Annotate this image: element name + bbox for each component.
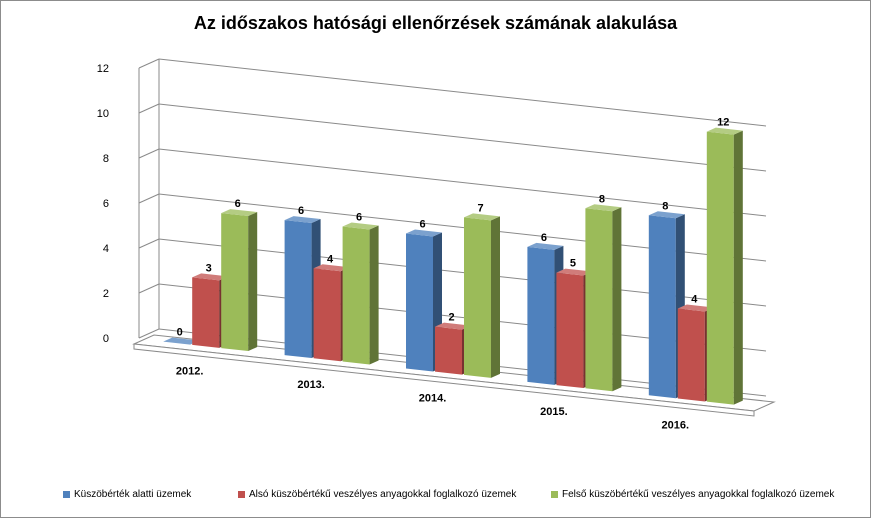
- gridline-side: [138, 283, 160, 294]
- data-label: 6: [356, 211, 362, 223]
- bar-front: [706, 131, 734, 405]
- gridline: [158, 148, 767, 217]
- legend-label: Küszöbérték alatti üzemek: [74, 489, 192, 500]
- bar-top: [221, 209, 258, 217]
- data-label: 6: [541, 232, 547, 244]
- gridline-side: [138, 193, 160, 204]
- bar-side: [248, 212, 258, 352]
- bar-front: [585, 208, 613, 392]
- y-tick-label: 4: [103, 243, 109, 255]
- data-label: 2: [448, 312, 454, 324]
- data-label: 8: [599, 193, 605, 205]
- data-label: 3: [206, 262, 212, 274]
- gridline-side: [138, 328, 160, 339]
- data-label: 7: [477, 202, 483, 214]
- bar-top: [284, 216, 321, 224]
- bar-top: [464, 213, 500, 221]
- chart-title: Az időszakos hatósági ellenőrzések számá…: [193, 13, 678, 33]
- bar-side: [612, 207, 622, 392]
- bar-top: [556, 268, 593, 276]
- x-tick-label: 2014.: [419, 393, 447, 405]
- y-tick-label: 0: [103, 333, 109, 345]
- bar: [585, 204, 622, 392]
- bar-front: [284, 220, 312, 359]
- bar: [221, 209, 258, 352]
- gridline-side: [138, 238, 160, 249]
- data-label: 4: [327, 253, 334, 265]
- chart-legend: Küszöbérték alatti üzemek Alsó küszöbérté…: [1, 487, 870, 507]
- data-label: 6: [419, 218, 425, 230]
- y-tick-label: 2: [103, 288, 109, 300]
- bar-front: [313, 268, 341, 362]
- legend-swatch: [63, 491, 70, 498]
- bar-top: [192, 273, 229, 281]
- gridline: [158, 58, 767, 127]
- bar-top: [163, 337, 200, 345]
- bar-side: [733, 130, 743, 405]
- data-label: 6: [235, 198, 241, 210]
- bar-front: [556, 272, 584, 389]
- bar-side: [491, 216, 500, 378]
- gridline-side: [138, 58, 160, 69]
- bar-top: [706, 127, 743, 135]
- bar-top: [585, 204, 622, 212]
- bar-front: [527, 246, 555, 385]
- legend-item: Alsó küszöbértékű veszélyes anyagokkal f…: [238, 489, 516, 500]
- y-tick-label: 8: [103, 153, 109, 165]
- bar: [163, 337, 200, 345]
- data-label: 6: [298, 205, 304, 217]
- bar: [342, 222, 379, 365]
- gridline-side: [138, 148, 160, 159]
- x-tick-label: 2016.: [662, 419, 690, 431]
- bar-front: [464, 217, 491, 378]
- legend-label: Alsó küszöbértékű veszélyes anyagokkal f…: [249, 489, 517, 500]
- bar-top: [677, 304, 714, 312]
- floor-edge: [133, 343, 755, 417]
- bar-top: [342, 222, 379, 230]
- bar-chart-3d: 0 2 4 6 8 10 12 0 3 6 2012. 6 4 6 2013. 6 2 7 2014. 6 5 8 2015…: [97, 58, 776, 431]
- legend-swatch: [551, 491, 558, 498]
- bar-front: [648, 215, 676, 399]
- data-label: 0: [177, 327, 183, 339]
- legend-swatch: [238, 491, 245, 498]
- bar-side: [369, 225, 379, 365]
- y-tick-label: 6: [103, 198, 109, 210]
- bar-front: [192, 277, 220, 348]
- legend-label: Felső küszöbértékű veszélyes anyagokkal …: [562, 489, 835, 500]
- data-label: 5: [570, 258, 576, 270]
- bar-front: [406, 233, 433, 372]
- y-tick-label: 10: [97, 108, 109, 120]
- x-tick-label: 2015.: [540, 406, 568, 418]
- legend-item: Felső küszöbértékű veszélyes anyagokkal …: [551, 489, 834, 500]
- gridline-side: [138, 103, 160, 114]
- bar-front: [342, 226, 370, 365]
- y-tick-label: 12: [97, 63, 109, 75]
- bar-top: [527, 242, 564, 250]
- bar-top: [313, 264, 350, 272]
- gridline: [158, 103, 767, 172]
- data-label: 8: [662, 200, 668, 212]
- bar-front: [221, 213, 249, 352]
- bar: [706, 127, 743, 405]
- bar-top: [648, 211, 685, 219]
- bar: [464, 213, 500, 378]
- bar-front: [435, 326, 462, 375]
- bar-front: [677, 308, 705, 402]
- bar-top: [406, 229, 442, 237]
- data-label: 4: [691, 293, 698, 305]
- data-label: 12: [717, 117, 729, 129]
- legend-item: Küszöbérték alatti üzemek: [63, 489, 191, 500]
- x-tick-label: 2012.: [176, 366, 204, 378]
- bar-top: [435, 322, 471, 330]
- x-tick-label: 2013.: [297, 379, 325, 391]
